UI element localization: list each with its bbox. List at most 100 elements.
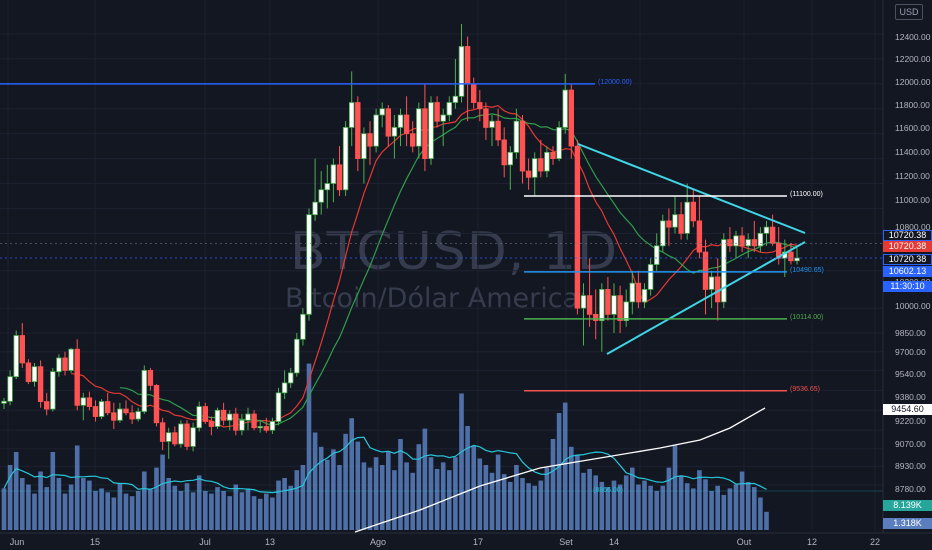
volume-bar: [135, 491, 141, 530]
time-tick-label: Jun: [10, 537, 25, 547]
candle-up: [684, 201, 690, 234]
candle-up: [373, 114, 379, 147]
time-tick-label: 13: [265, 537, 275, 547]
volume-bar: [483, 465, 489, 530]
candle-down: [690, 201, 696, 222]
volume-bar: [532, 485, 537, 530]
candle-down: [751, 239, 757, 247]
candle-up: [245, 413, 251, 421]
volume-bar: [617, 484, 623, 530]
volume-bars: [1, 363, 769, 530]
volume-bar: [367, 467, 373, 530]
candle-up: [489, 120, 495, 128]
volume-bar: [26, 484, 31, 530]
price-tick-label: 11000.00: [895, 195, 930, 205]
volume-bar: [172, 485, 178, 530]
candle-down: [495, 120, 501, 141]
candle-up: [342, 127, 349, 191]
volume-bar: [526, 483, 531, 530]
candle-down: [385, 108, 391, 137]
candle-up: [599, 289, 605, 321]
volume-bar: [459, 393, 464, 530]
candle-down: [74, 348, 80, 406]
volume-bar: [581, 472, 586, 530]
candle-up: [397, 114, 404, 128]
candle-down: [92, 406, 99, 417]
volume-bar: [349, 418, 354, 530]
grid-lines: [0, 0, 883, 530]
candle-up: [641, 289, 648, 303]
candle-up: [7, 376, 13, 402]
candle-down: [172, 432, 178, 445]
volume-bar: [703, 479, 708, 530]
candle-up: [306, 214, 312, 315]
time-tick-label: Set: [559, 537, 573, 547]
candle-down: [538, 158, 544, 172]
volume-ma-label: (8866.00): [593, 487, 623, 494]
price-tag: 1.318K: [883, 518, 932, 529]
volume-bar: [227, 496, 232, 530]
volume-bar: [715, 485, 720, 530]
candle-down: [519, 120, 526, 172]
volume-bar: [745, 481, 751, 530]
time-tick-label: 12: [807, 537, 817, 547]
candle-up: [623, 301, 629, 321]
volume-bar: [32, 493, 37, 530]
volume-bar: [111, 497, 117, 530]
candle-up: [80, 397, 86, 406]
candle-up: [239, 419, 245, 431]
candle-up: [763, 226, 770, 234]
level-label: (10490.65): [789, 266, 825, 274]
level-lines: [0, 83, 787, 392]
candle-down: [86, 397, 93, 407]
level-label: (12000.00): [597, 78, 633, 86]
candle-down: [739, 235, 745, 247]
volume-bar: [672, 445, 678, 530]
price-tick-label: 10800.00: [895, 222, 931, 232]
volume-bar: [562, 402, 568, 530]
price-tick-label: 9220.00: [895, 416, 926, 426]
volume-bar: [404, 462, 409, 530]
candle-up: [214, 409, 221, 427]
time-tick-label: 14: [609, 537, 619, 547]
volume-bar: [508, 481, 513, 530]
volume-bar: [599, 481, 605, 530]
candle-up: [300, 313, 306, 340]
currency-label[interactable]: USD: [895, 4, 923, 20]
price-tick-label: 12200.00: [895, 54, 931, 64]
time-tick-label: Ago: [370, 537, 386, 547]
volume-bar: [62, 493, 68, 530]
triangle-lower-line: [606, 241, 806, 355]
candle-down: [788, 251, 794, 262]
candle-up: [532, 158, 538, 178]
candle-up: [647, 264, 654, 290]
candle-down: [586, 295, 593, 315]
volume-bar: [752, 487, 757, 530]
price-tag: 10720.38: [883, 254, 932, 265]
volume-bar: [623, 475, 629, 530]
candle-up: [330, 164, 337, 184]
candle-down: [403, 114, 410, 135]
volume-bar: [93, 491, 98, 530]
price-tick-label: 11200.00: [895, 171, 930, 181]
candle-up: [178, 423, 184, 445]
price-tick-label: 9700.00: [895, 347, 926, 357]
volume-bar: [160, 454, 165, 530]
volume-bar: [123, 493, 129, 530]
volume-bar: [575, 454, 580, 530]
candle-up: [318, 189, 324, 203]
price-tag: 8.139K: [883, 500, 932, 511]
candle-down: [422, 108, 428, 160]
volume-bar: [239, 492, 245, 530]
volume-bar: [288, 485, 293, 530]
volume-bar: [630, 467, 635, 530]
volume-bar: [184, 483, 190, 530]
volume-bar: [300, 465, 306, 530]
level-label: (10114.00): [789, 313, 825, 321]
volume-bar: [81, 478, 86, 530]
volume-bar: [636, 484, 641, 530]
volume-bar: [190, 492, 196, 530]
volume-bar: [654, 491, 659, 530]
